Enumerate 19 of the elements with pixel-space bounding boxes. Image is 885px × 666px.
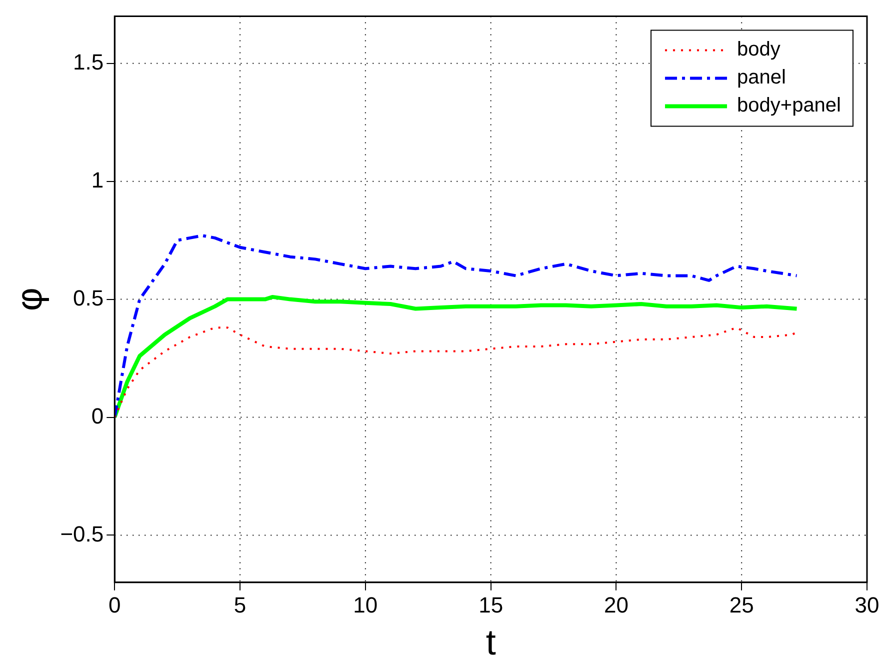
y-axis-title: φ — [8, 288, 50, 311]
x-tick-label: 0 — [108, 592, 121, 618]
y-tick-label: 0 — [91, 403, 104, 428]
line-series — [114, 326, 798, 418]
x-axis-title: t — [486, 621, 496, 662]
x-tick-label: 20 — [604, 592, 628, 618]
legend-label: panel — [737, 66, 786, 89]
y-tick-label: 1 — [91, 167, 104, 192]
y-tick-label: 0.5 — [73, 285, 104, 310]
x-tick-label: 15 — [478, 592, 504, 618]
y-tick-label: −0.5 — [60, 521, 104, 546]
legend-label: body — [737, 38, 780, 61]
legend-label: body+panel — [737, 94, 841, 117]
x-tick-label: 5 — [234, 592, 246, 618]
line-series — [114, 234, 798, 419]
x-tick-label: 30 — [854, 592, 880, 618]
x-tick-label: 25 — [729, 592, 754, 618]
x-tick-label: 10 — [353, 592, 378, 618]
y-tick-label: 1.5 — [73, 49, 104, 74]
